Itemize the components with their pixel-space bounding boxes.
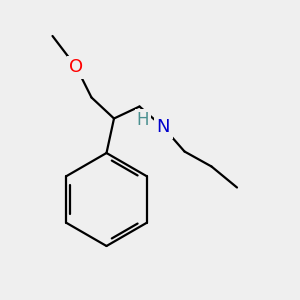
Text: O: O	[69, 58, 84, 76]
Text: H: H	[137, 111, 149, 129]
Text: N: N	[157, 118, 170, 136]
